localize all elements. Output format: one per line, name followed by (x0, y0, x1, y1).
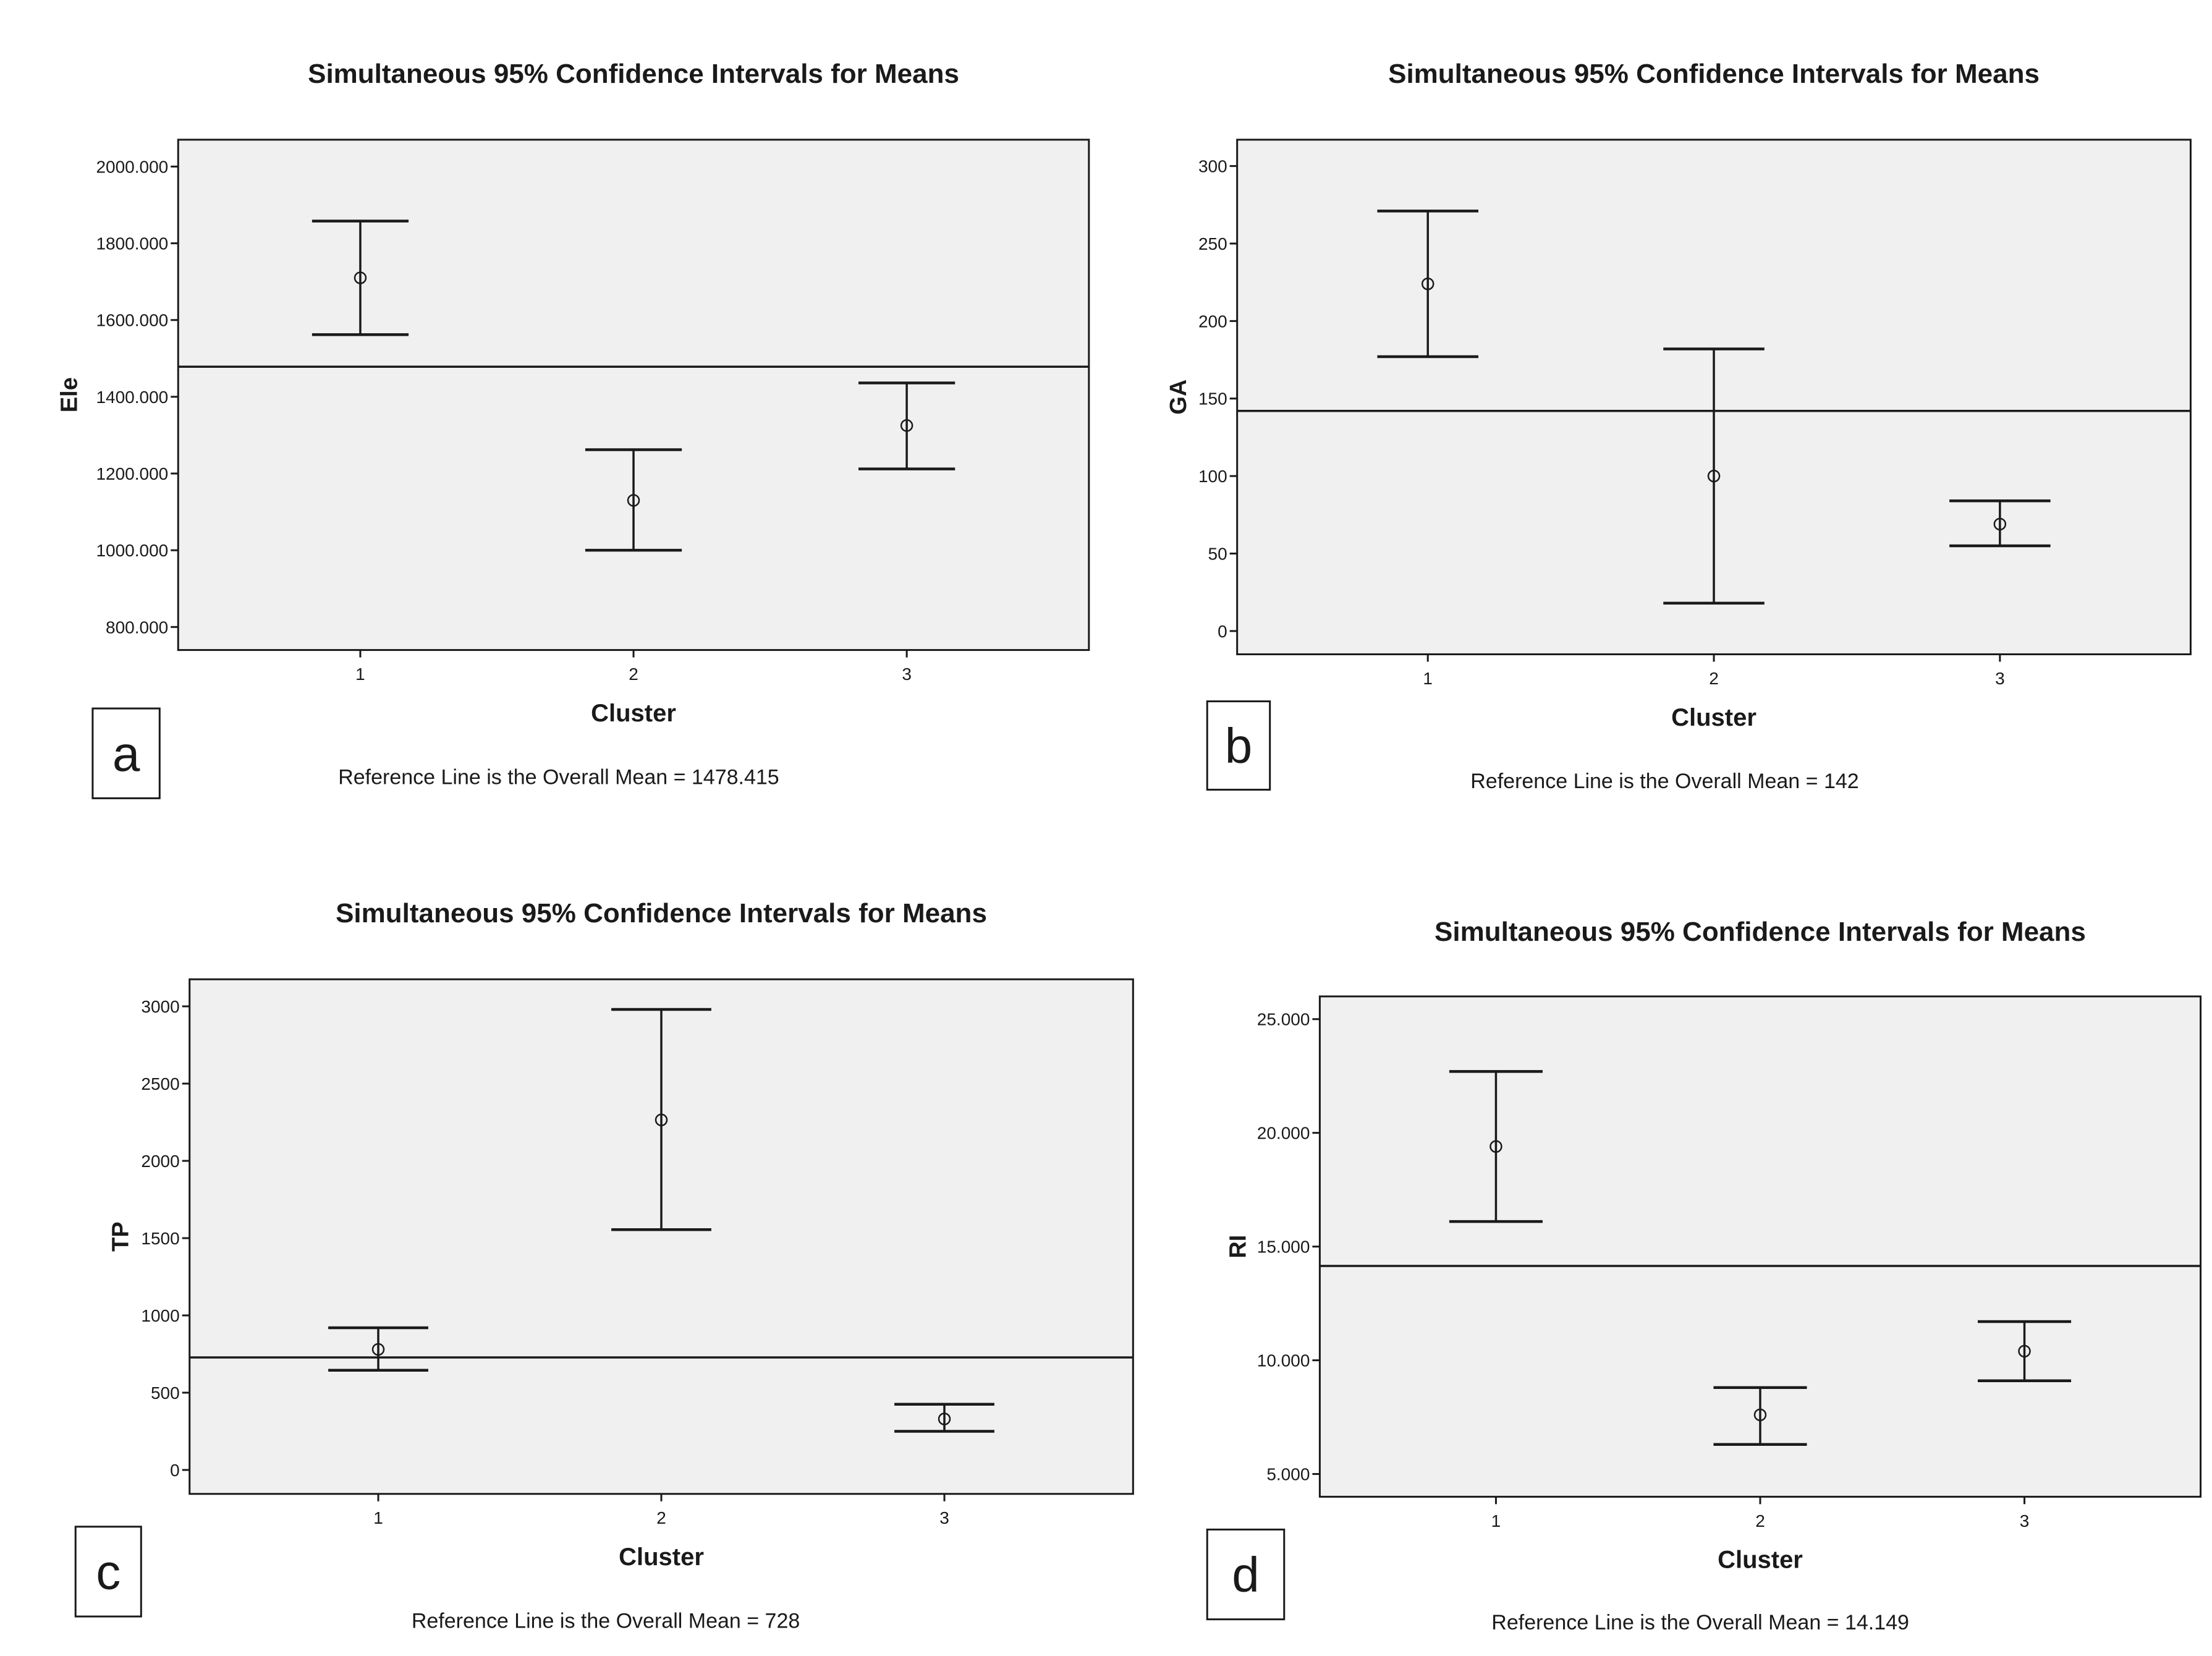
mean-marker (627, 494, 640, 507)
panel-label-box (74, 1526, 142, 1618)
y-tick-label: 5.000 (1266, 1465, 1310, 1484)
chart-panel-c: Simultaneous 95% Confidence Intervals fo… (74, 898, 1134, 1633)
error-bar-cluster-1 (1449, 1070, 1543, 1223)
y-tick-label: 300 (1198, 157, 1227, 176)
error-bar-cluster-3 (894, 1403, 994, 1433)
panel-label: a (112, 726, 140, 781)
error-bar-cluster-2 (1663, 347, 1765, 605)
y-axis-label: TP (108, 1221, 134, 1252)
y-tick-label: 2000 (141, 1152, 179, 1171)
y-tick-label: 1000.000 (96, 541, 168, 560)
x-axis-label: Cluster (1718, 1547, 1803, 1574)
x-tick-label: 1 (1491, 1511, 1501, 1531)
chart-title: Simultaneous 95% Confidence Intervals fo… (308, 59, 959, 89)
panel-label-box (91, 707, 161, 799)
error-bar-cluster-2 (585, 448, 682, 552)
y-axis-label: GA (1166, 380, 1192, 415)
x-tick-label: 2 (1709, 669, 1719, 688)
x-axis-label: Cluster (619, 1543, 704, 1571)
mean-marker (900, 419, 913, 432)
panel-label: d (1232, 1547, 1260, 1602)
error-bar-cluster-3 (1949, 499, 2051, 548)
y-tick-label: 1600.000 (96, 311, 168, 330)
y-tick-label: 1800.000 (96, 234, 168, 253)
y-tick-label: 100 (1198, 467, 1227, 486)
y-tick-label: 500 (151, 1383, 180, 1403)
y-axis-label: RI (1226, 1235, 1252, 1259)
y-tick-label: 25.000 (1257, 1010, 1310, 1029)
chart-panel-d: Simultaneous 95% Confidence Intervals fo… (1206, 917, 2202, 1634)
x-tick-label: 3 (939, 1508, 949, 1527)
error-bar-cluster-1 (311, 219, 409, 336)
x-tick-label: 2 (656, 1508, 666, 1527)
panel-label: c (96, 1544, 121, 1599)
chart-panel-b: Simultaneous 95% Confidence Intervals fo… (1166, 59, 2192, 793)
mean-marker (1421, 277, 1434, 291)
y-tick-label: 0 (1218, 622, 1227, 641)
panel-label-box (1206, 700, 1271, 791)
y-tick-label: 50 (1208, 544, 1227, 563)
mean-marker (1489, 1140, 1502, 1153)
y-tick-label: 1200.000 (96, 464, 168, 483)
error-bar-cluster-1 (328, 1326, 428, 1372)
error-bar-cluster-3 (858, 381, 956, 470)
reference-footnote: Reference Line is the Overall Mean = 147… (338, 765, 779, 789)
mean-marker (354, 271, 367, 284)
x-tick-label: 2 (629, 665, 638, 684)
y-tick-label: 1000 (141, 1306, 179, 1325)
x-tick-label: 1 (1423, 669, 1433, 688)
plot-area (177, 138, 1090, 652)
x-axis-label: Cluster (591, 700, 676, 727)
reference-footnote: Reference Line is the Overall Mean = 14.… (1491, 1611, 1909, 1634)
chart-panel-a: Simultaneous 95% Confidence Intervals fo… (57, 59, 1090, 799)
mean-marker (1993, 517, 2007, 531)
mean-marker (938, 1412, 951, 1425)
reference-footnote: Reference Line is the Overall Mean = 728 (412, 1610, 800, 1633)
y-tick-label: 1400.000 (96, 388, 168, 407)
x-tick-label: 3 (2020, 1511, 2030, 1531)
y-tick-label: 250 (1198, 234, 1227, 253)
x-tick-label: 3 (902, 665, 912, 684)
panel-label-box (1206, 1528, 1286, 1621)
y-tick-label: 0 (170, 1461, 180, 1480)
error-bar-cluster-2 (1713, 1386, 1807, 1446)
x-tick-label: 2 (1755, 1511, 1765, 1531)
panel-label: b (1225, 718, 1253, 773)
y-tick-label: 2500 (141, 1074, 179, 1093)
y-tick-label: 2000.000 (96, 157, 168, 176)
y-tick-label: 15.000 (1257, 1238, 1310, 1257)
chart-title: Simultaneous 95% Confidence Intervals fo… (1388, 59, 2040, 89)
y-tick-label: 20.000 (1257, 1124, 1310, 1143)
chart-title: Simultaneous 95% Confidence Intervals fo… (1434, 917, 2086, 947)
y-tick-label: 10.000 (1257, 1351, 1310, 1370)
y-tick-label: 200 (1198, 312, 1227, 331)
x-axis-label: Cluster (1671, 704, 1756, 731)
y-tick-label: 150 (1198, 389, 1227, 409)
chart-title: Simultaneous 95% Confidence Intervals fo… (336, 898, 987, 928)
y-tick-label: 1500 (141, 1229, 179, 1248)
mean-marker (2018, 1344, 2031, 1358)
x-tick-label: 1 (355, 665, 365, 684)
mean-marker (1707, 469, 1721, 483)
x-tick-label: 1 (373, 1508, 383, 1527)
error-bar-cluster-2 (611, 1008, 711, 1231)
y-axis-label: Ele (57, 377, 83, 412)
y-tick-label: 3000 (141, 997, 179, 1016)
y-tick-label: 800.000 (106, 618, 168, 637)
error-bar-cluster-1 (1377, 210, 1478, 359)
mean-marker (371, 1343, 385, 1356)
x-tick-label: 3 (1995, 669, 2005, 688)
mean-marker (655, 1113, 668, 1127)
mean-marker (1753, 1408, 1767, 1422)
error-bar-cluster-3 (1977, 1320, 2072, 1382)
reference-footnote: Reference Line is the Overall Mean = 142 (1470, 770, 1858, 793)
